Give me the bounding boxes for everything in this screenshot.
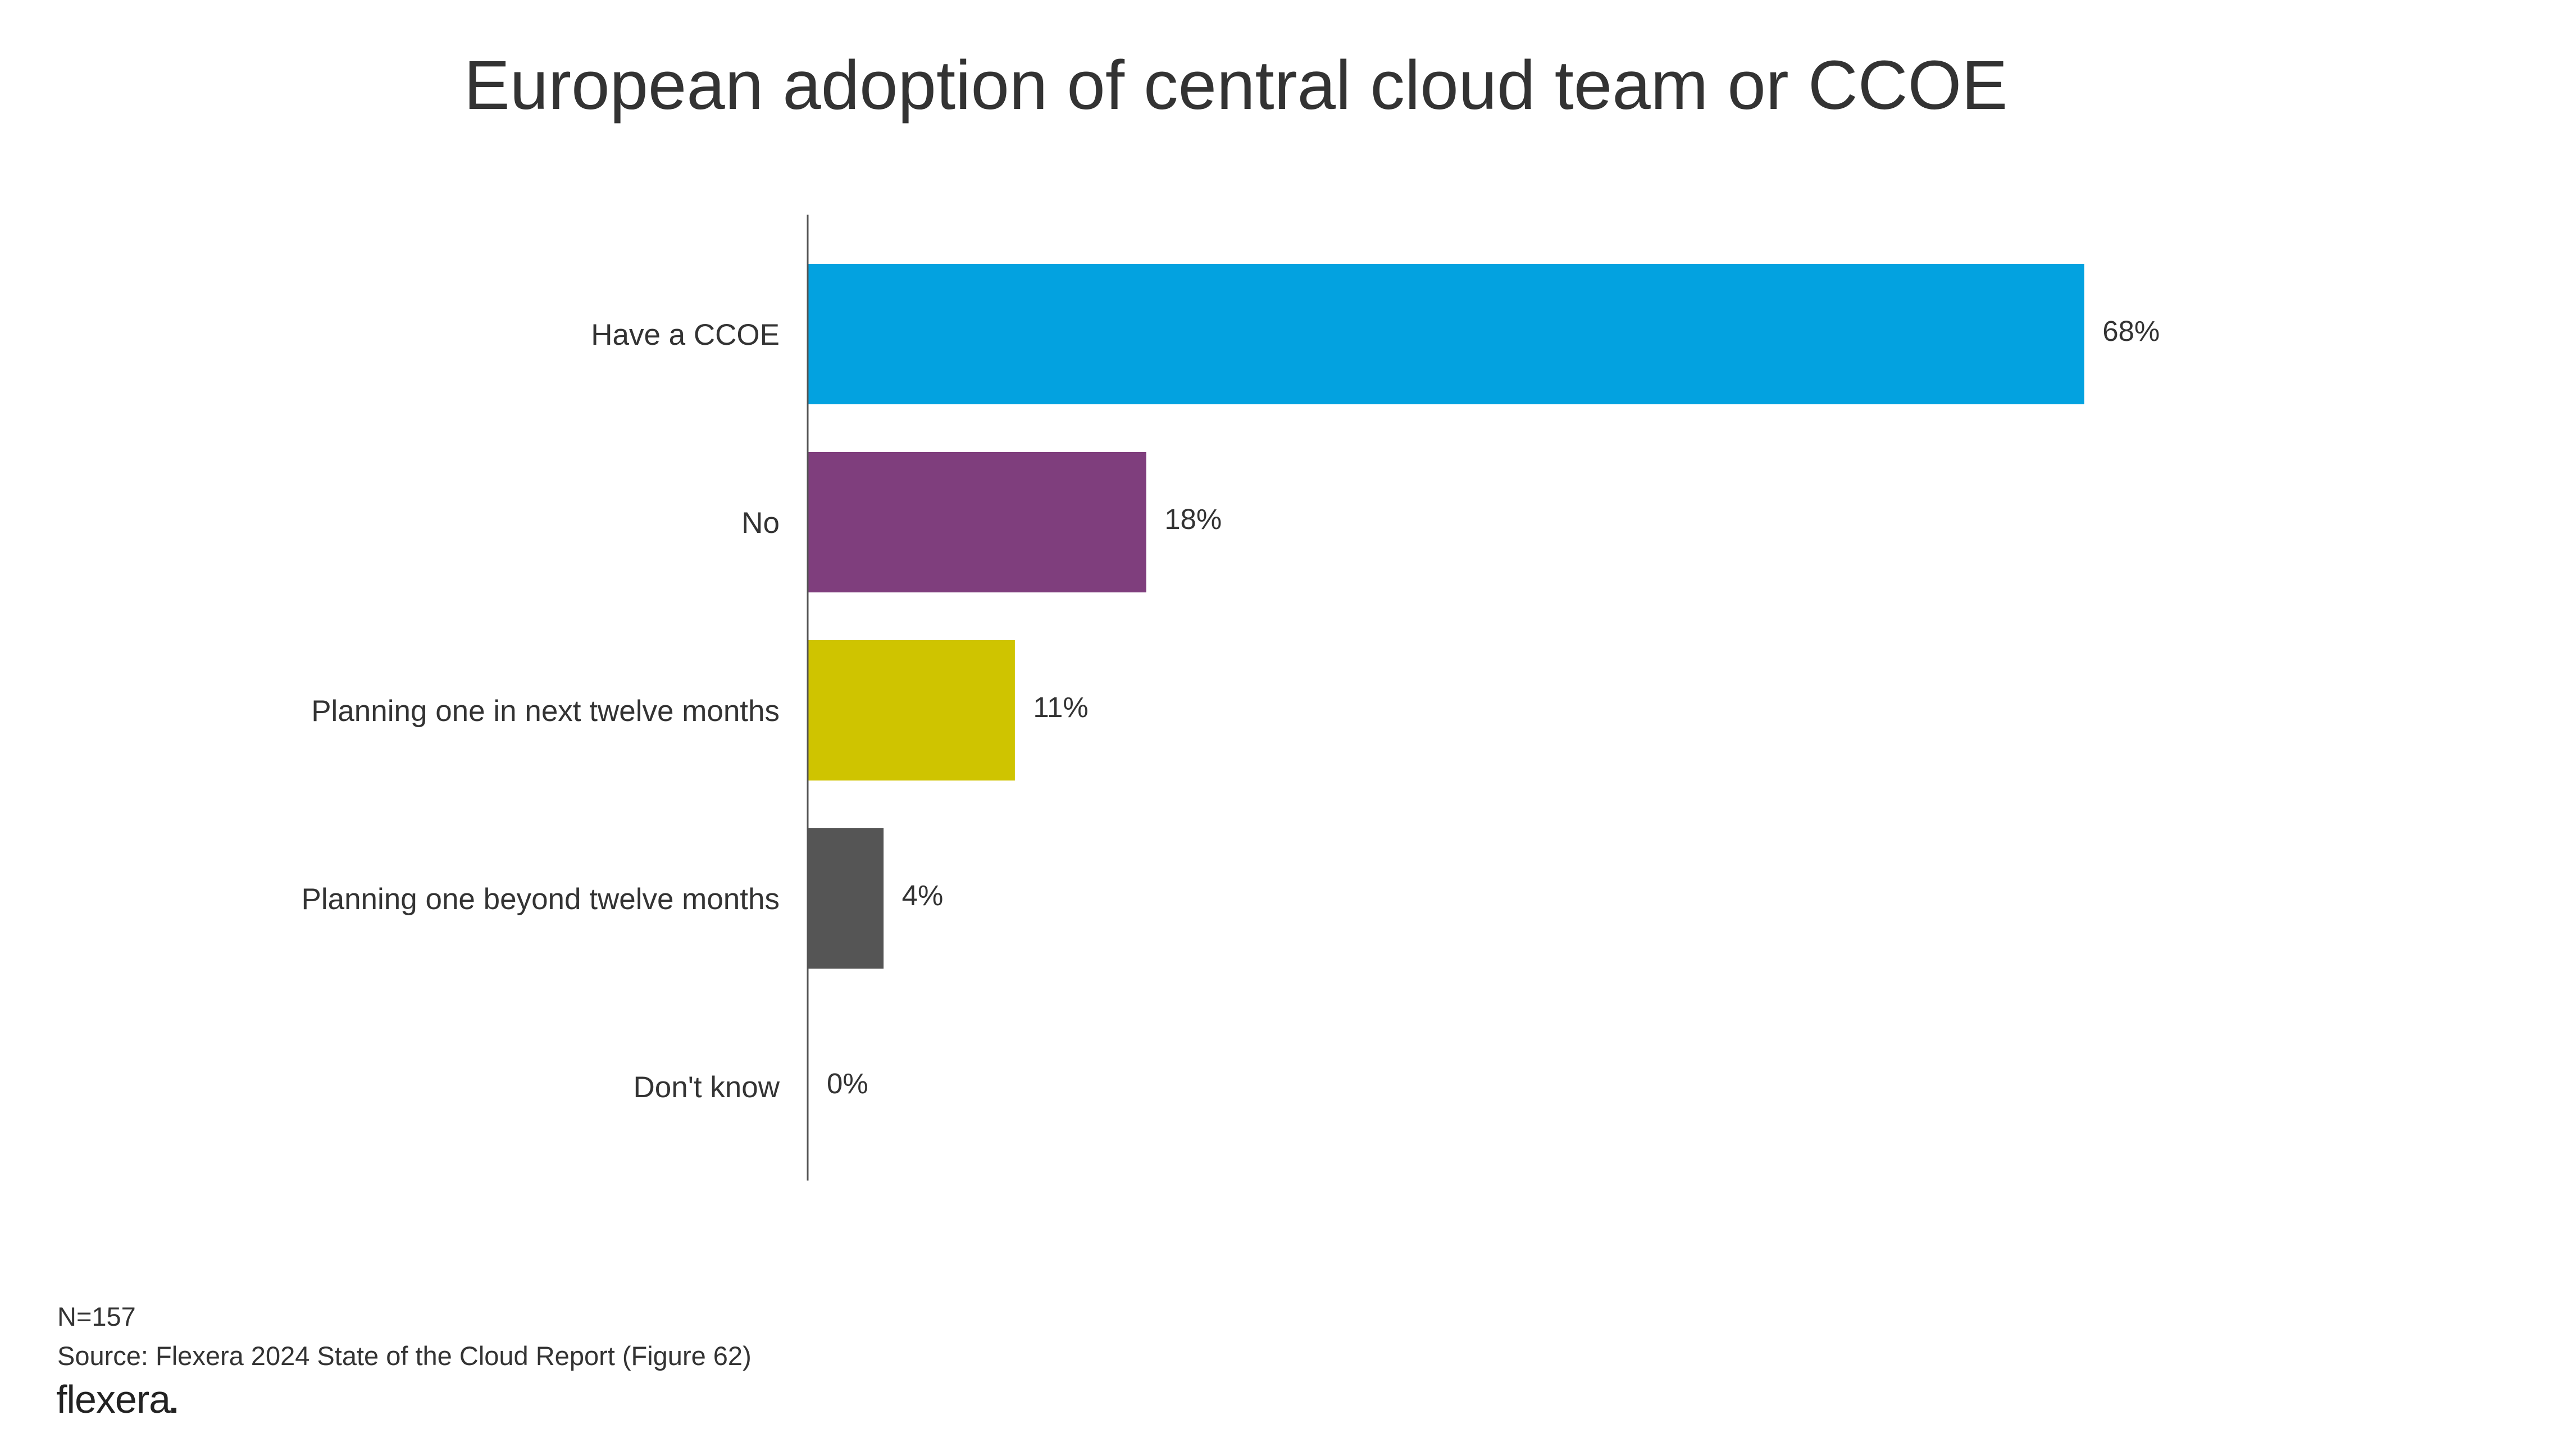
chart-footer: N=157 Source: Flexera 2024 State of the … [57,1297,752,1376]
source-note: Source: Flexera 2024 State of the Cloud … [57,1341,752,1371]
value-label-2: 11% [1033,691,1088,723]
bar-2 [808,640,1015,781]
category-label-4: Don't know [633,1071,780,1104]
bar-3 [808,828,884,969]
chart-title: European adoption of central cloud team … [463,47,2008,124]
flexera-logo: flexera [56,1377,177,1422]
logo-text: flexera [56,1377,171,1421]
sample-size-note: N=157 [57,1302,136,1331]
bar-1 [808,452,1146,592]
value-label-1: 18% [1164,503,1222,535]
logo-dot [171,1408,177,1413]
category-label-2: Planning one in next twelve months [311,695,780,728]
bar-0 [808,264,2084,404]
bars-layer: Have a CCOE 68% No 18% Planning one in next … [301,264,2160,1104]
value-label-0: 68% [2102,315,2160,347]
category-label-1: No [741,506,780,540]
value-label-4: 0% [827,1067,868,1099]
category-label-0: Have a CCOE [591,318,780,352]
category-label-3: Planning one beyond twelve months [301,883,780,916]
value-label-3: 4% [902,879,944,911]
